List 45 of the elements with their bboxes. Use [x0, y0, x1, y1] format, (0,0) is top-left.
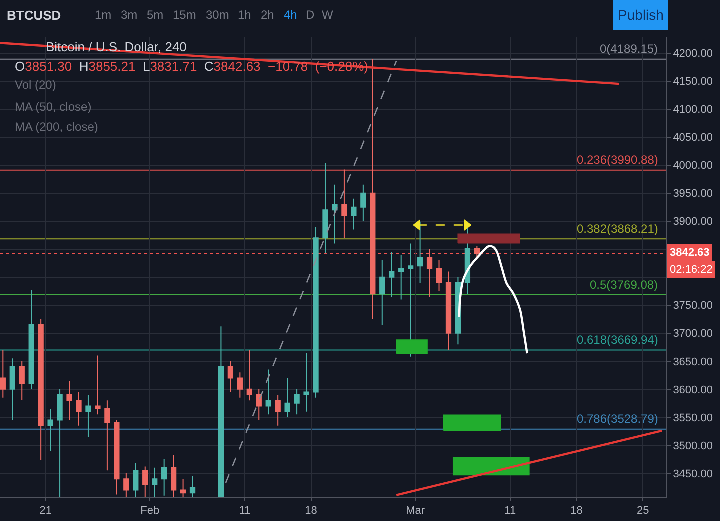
ref-line-label: 0.618(3669.94): [577, 333, 658, 347]
annotation: MA (200, close): [15, 120, 98, 134]
x-tick-label: 25: [636, 505, 650, 518]
ref-line-label: 3842.63: [670, 247, 710, 259]
ref-line-label: 0.382(3868.21): [577, 222, 658, 236]
annotation: Vol (20): [15, 78, 56, 92]
ref-line-label: 0(4189.15): [600, 42, 658, 56]
x-tick-label: 21: [40, 505, 52, 518]
text: 1h: [238, 8, 252, 22]
text: D: [306, 8, 315, 22]
y-tick-label: 3950.00: [673, 188, 713, 200]
y-tick-label: 4050.00: [673, 132, 713, 144]
y-tick-label: 4000.00: [673, 160, 713, 172]
y-tick-label: 4150.00: [673, 76, 713, 88]
text: 02:16:22: [670, 264, 713, 276]
text: 1m: [95, 8, 112, 22]
x-tick-label: Feb: [140, 505, 160, 518]
text: 15m: [173, 8, 196, 22]
ref-line-label: 0.5(3769.08): [590, 278, 658, 292]
text: 30m: [206, 8, 230, 22]
y-tick-label: 3600.00: [673, 384, 713, 396]
text: 5m: [147, 8, 164, 22]
x-tick-label: 18: [305, 505, 318, 518]
x-tick-label: 11: [239, 505, 251, 518]
text: Publish: [618, 7, 664, 23]
y-tick-label: 3750.00: [673, 300, 713, 312]
y-tick-label: 3650.00: [673, 356, 713, 368]
x-tick-label: 11: [504, 505, 516, 518]
y-tick-label: 3900.00: [673, 216, 713, 228]
ref-line-label: 0.786(3528.79): [577, 412, 658, 426]
text: W: [322, 8, 334, 22]
text: 2h: [261, 8, 274, 22]
y-tick-label: 3500.00: [673, 440, 713, 452]
text: BTCUSD: [7, 8, 62, 23]
x-tick-label: Mar: [406, 505, 426, 518]
text: 3m: [121, 8, 138, 22]
y-tick-label: 4100.00: [673, 104, 713, 116]
ref-line-label: 0.236(3990.88): [577, 153, 658, 167]
y-tick-label: 3550.00: [673, 412, 713, 424]
text: 4h: [284, 8, 298, 22]
x-tick-label: 18: [570, 505, 583, 518]
annotation: MA (50, close): [15, 100, 92, 114]
y-tick-label: 3700.00: [673, 328, 713, 340]
y-tick-label: 4200.00: [673, 48, 713, 60]
y-tick-label: 3450.00: [673, 468, 713, 480]
